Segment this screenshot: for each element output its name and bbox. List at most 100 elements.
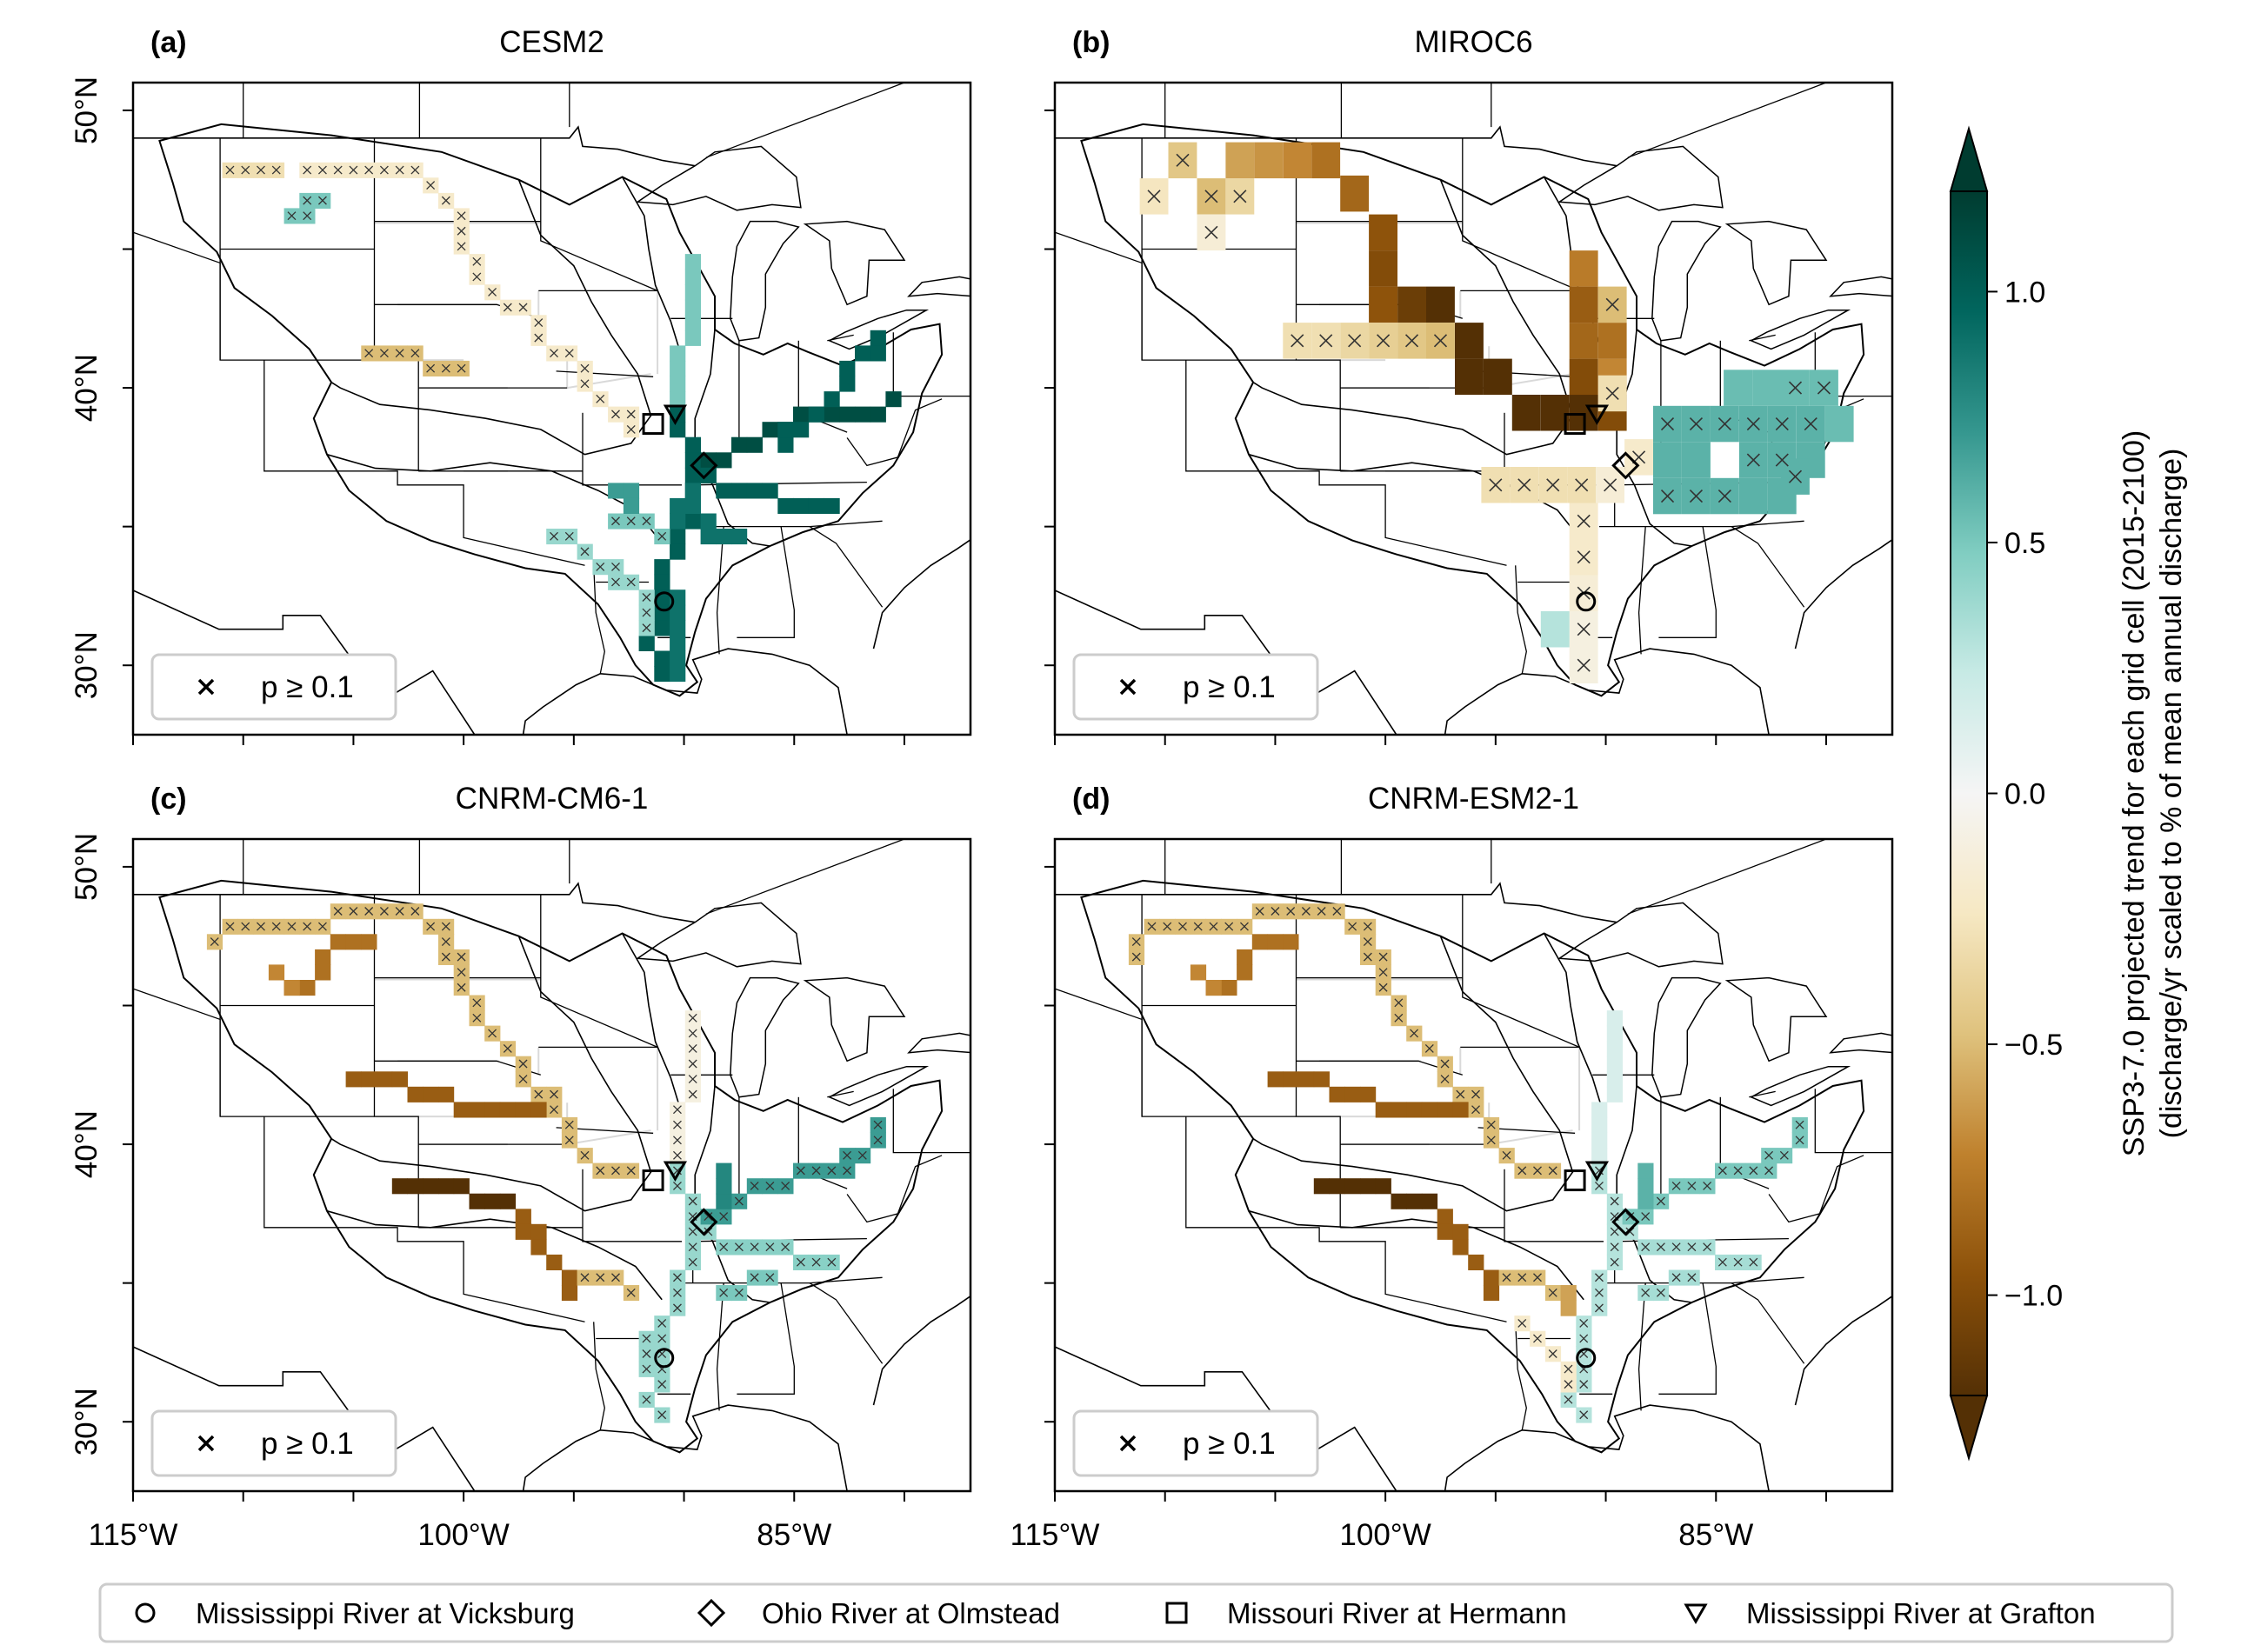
insignificant-marker (827, 1166, 837, 1176)
grid-cell (423, 1086, 439, 1102)
grid-cell (1824, 405, 1854, 443)
grid-cell (1329, 1178, 1345, 1195)
grid-cell (1606, 1071, 1623, 1088)
insignificant-marker (1625, 1212, 1635, 1221)
insignificant-marker (1471, 1089, 1480, 1099)
insignificant-marker (225, 922, 235, 931)
colorbar-label-units: (discharge/yr scaled to % of mean annual… (2155, 449, 2188, 1139)
map-frame (1053, 81, 1894, 736)
insignificant-marker (441, 196, 450, 205)
grid-cell (654, 650, 670, 667)
insignificant-marker (1671, 1273, 1681, 1282)
lake-shoreline (1829, 276, 1892, 297)
insignificant-marker (564, 531, 574, 541)
insignificant-marker (1764, 1150, 1774, 1160)
insignificant-marker (317, 196, 327, 205)
lake-shoreline (828, 309, 930, 350)
colorbar: 1.0 0.5 0.0 −0.5 −1.0 SSP3-7.0 projected tren… (1949, 125, 2188, 1462)
grid-cell (1606, 1041, 1623, 1057)
insignificant-marker (534, 318, 544, 328)
insignificant-marker (1641, 1288, 1651, 1297)
grid-cell (1452, 1223, 1469, 1240)
lake-shoreline (1724, 220, 1828, 306)
state-boundary (133, 231, 221, 361)
insignificant-marker (1733, 1257, 1743, 1267)
insignificant-marker (1517, 1273, 1527, 1282)
grid-cell (1421, 1193, 1438, 1209)
grid-cell (1340, 175, 1370, 212)
province-boundary (1627, 839, 1827, 915)
insignificant-marker (642, 593, 651, 602)
legend-p-label: p ≥ 0.1 (1183, 670, 1276, 704)
insignificant-marker (1209, 922, 1218, 931)
grid-cell (1406, 1102, 1423, 1118)
gauge-hermann (642, 1169, 664, 1192)
grid-cell (1360, 1178, 1377, 1195)
insignificant-marker (1394, 998, 1404, 1008)
insignificant-marker (1533, 1273, 1542, 1282)
colorbar-extend-top (1949, 125, 1989, 192)
legend-diamond-marker (697, 1598, 726, 1628)
grid-cell (670, 650, 686, 667)
legend-x-marker (197, 678, 215, 696)
insignificant-marker (827, 1257, 837, 1267)
insignificant-marker (364, 907, 374, 916)
legend-station-label: Missouri River at Hermann (1227, 1597, 1567, 1629)
legend-x-marker (1119, 678, 1137, 696)
grid-cell (670, 345, 686, 362)
state-boundary (1504, 1227, 1604, 1242)
gauge-olmstead (690, 451, 718, 480)
insignificant-marker (626, 577, 636, 587)
insignificant-marker (349, 165, 358, 175)
insignificant-marker (781, 1181, 790, 1190)
map-panel-4: (d) CNRM-ESM2-1 p ≥ 0.1 115°W 100°W 85°W (1010, 782, 1894, 1552)
insignificant-marker (1517, 1166, 1527, 1176)
insignificant-marker (1332, 907, 1342, 916)
insignificant-marker (488, 1029, 497, 1038)
gauge-vicksburg (654, 1348, 675, 1369)
insignificant-marker (441, 937, 450, 947)
insignificant-marker (1317, 907, 1326, 916)
insignificant-marker (1687, 1181, 1697, 1190)
grid-cell (824, 497, 840, 514)
grid-cell (484, 1102, 501, 1118)
grid-cell (1313, 1071, 1330, 1088)
grid-cell (1483, 1269, 1500, 1286)
grid-cell (684, 497, 701, 514)
lake-shoreline (907, 1032, 970, 1054)
insignificant-marker (303, 922, 312, 931)
grid-cell (670, 360, 686, 376)
insignificant-marker (287, 211, 297, 221)
insignificant-marker (1147, 190, 1161, 203)
insignificant-marker (518, 303, 528, 312)
insignificant-marker (1486, 1136, 1496, 1145)
insignificant-marker (1788, 381, 1803, 395)
insignificant-marker (379, 907, 389, 916)
gauge-grafton (663, 1161, 688, 1182)
insignificant-marker (1795, 1120, 1804, 1129)
grid-cell (1569, 323, 1598, 359)
insignificant-marker (1817, 381, 1831, 395)
grid-cell (700, 452, 717, 469)
state-boundary (1055, 988, 1143, 1117)
insignificant-marker (1717, 416, 1731, 431)
insignificant-marker (1579, 1380, 1589, 1389)
grid-cell (1653, 442, 1682, 478)
grid-cell (1283, 1071, 1299, 1088)
insignificant-marker (688, 1059, 697, 1069)
insignificant-marker (426, 922, 436, 931)
insignificant-marker (1577, 658, 1591, 672)
grid-cell (1637, 1162, 1654, 1179)
insignificant-marker (1363, 952, 1372, 962)
legend-x-marker (197, 1435, 215, 1452)
state-boundary (593, 1322, 605, 1430)
grid-cell (716, 529, 732, 545)
grid-cell (684, 452, 701, 469)
insignificant-marker (626, 1166, 636, 1176)
grid-cell (793, 406, 810, 423)
insignificant-marker (719, 1242, 729, 1252)
insignificant-marker (271, 165, 281, 175)
state-boundary (1515, 565, 1527, 674)
grid-cell (530, 1102, 547, 1118)
y-tick-label: 40°N (70, 1110, 103, 1178)
